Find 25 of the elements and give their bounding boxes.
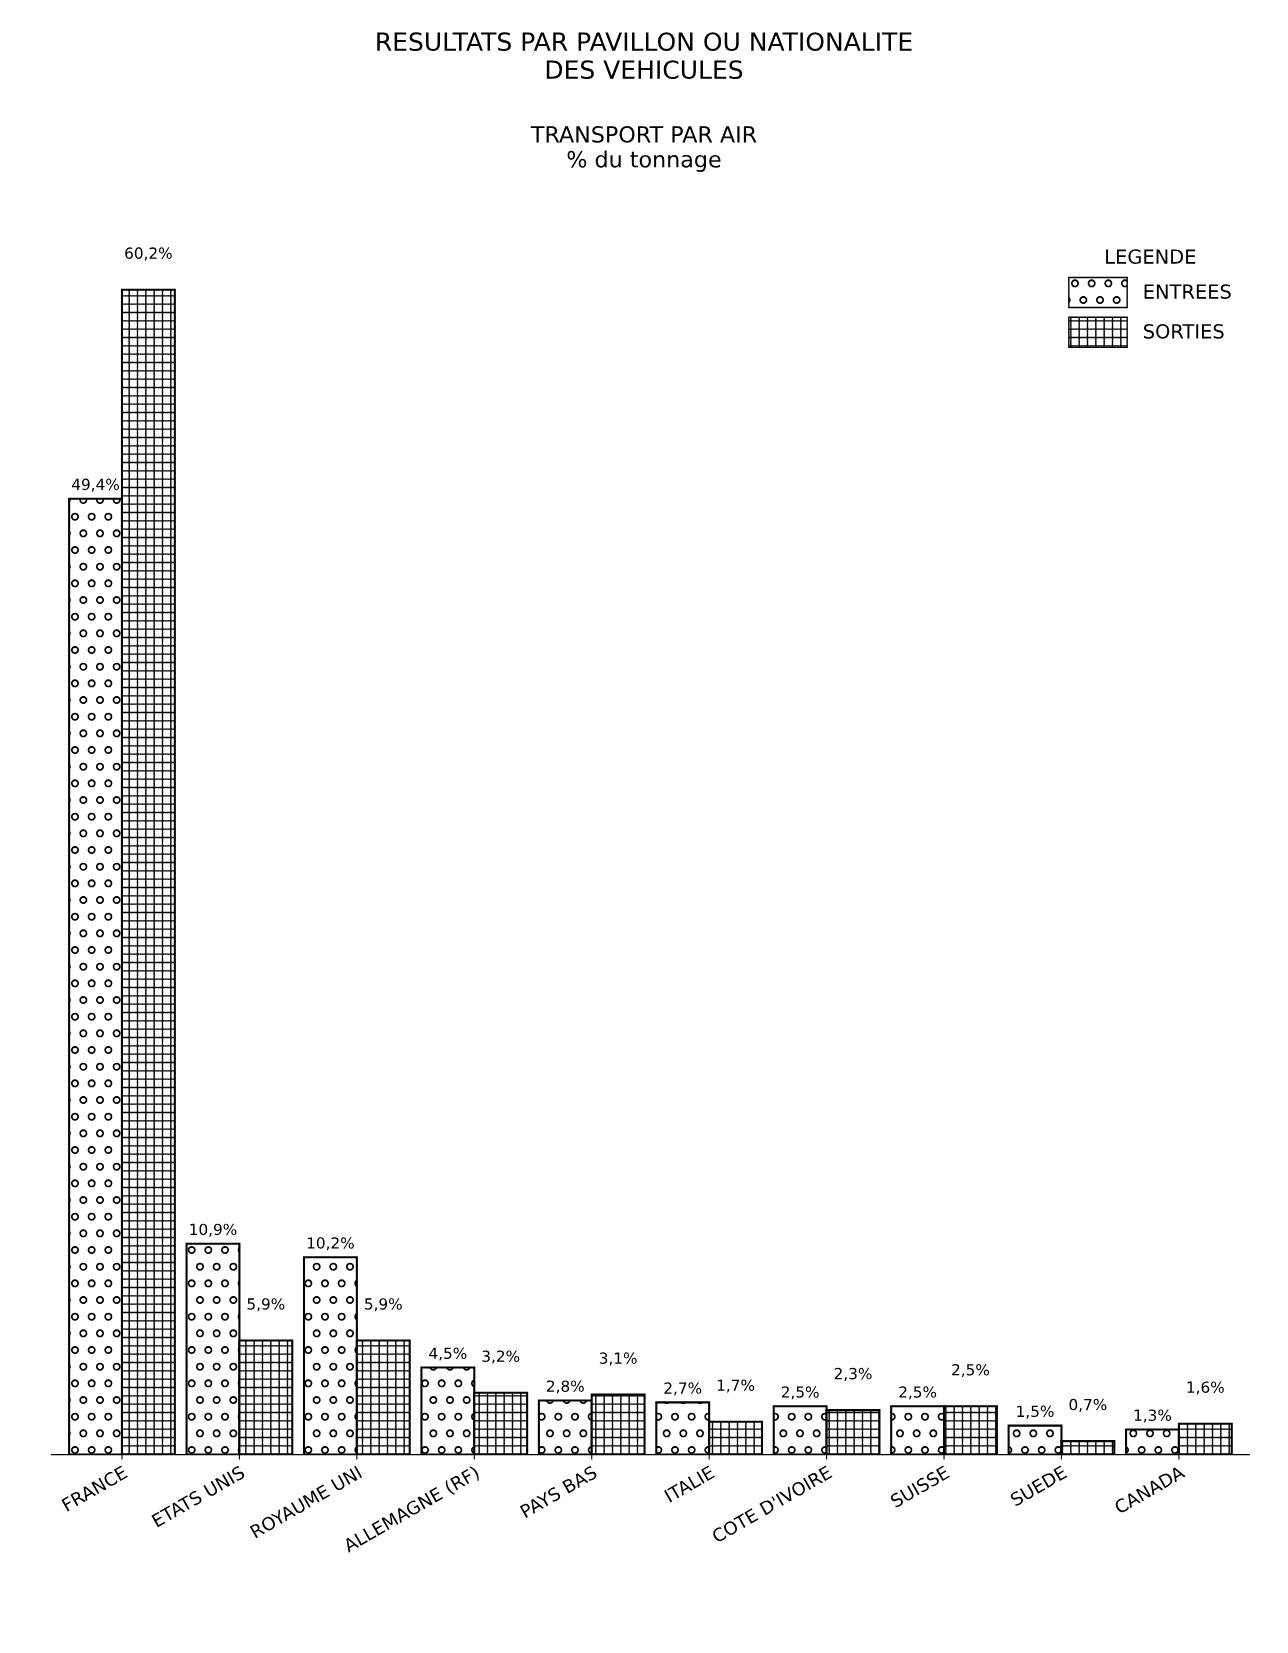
- data-label: 1,7%: [717, 1379, 755, 1393]
- legend-label: ENTREES: [1144, 284, 1231, 299]
- data-label: 3,2%: [482, 1350, 520, 1364]
- legend-label: SORTIES: [1144, 323, 1224, 339]
- data-label: 5,9%: [365, 1298, 402, 1312]
- data-label: 4,5%: [429, 1347, 467, 1361]
- data-label: 2,5%: [781, 1386, 819, 1400]
- data-label: 0,7%: [1069, 1398, 1107, 1412]
- data-label: 5,9%: [247, 1298, 285, 1312]
- chart-title: RESULTATS PAR PAVILLON OU NATIONALITE DES VEHICULES: [377, 32, 912, 80]
- chart-subtitle: TRANSPORT PAR AIR % du tonnage: [530, 125, 757, 172]
- data-label: 2,7%: [664, 1382, 702, 1396]
- data-label: 10,2%: [307, 1237, 354, 1251]
- data-label: 2,5%: [952, 1363, 990, 1378]
- data-label: 1,3%: [1134, 1409, 1172, 1423]
- data-label: 2,5%: [899, 1386, 937, 1400]
- data-label: 3,1%: [599, 1352, 637, 1366]
- legend-title: LEGENDE: [1106, 249, 1196, 264]
- data-label: 1,5%: [1017, 1405, 1054, 1419]
- data-label: 60,2%: [125, 247, 172, 261]
- data-label: 1,6%: [1187, 1381, 1224, 1395]
- data-label: 10,9%: [190, 1223, 237, 1237]
- data-label: 2,3%: [834, 1367, 872, 1381]
- data-label: 2,8%: [547, 1380, 584, 1394]
- data-label: 49,4%: [72, 478, 119, 492]
